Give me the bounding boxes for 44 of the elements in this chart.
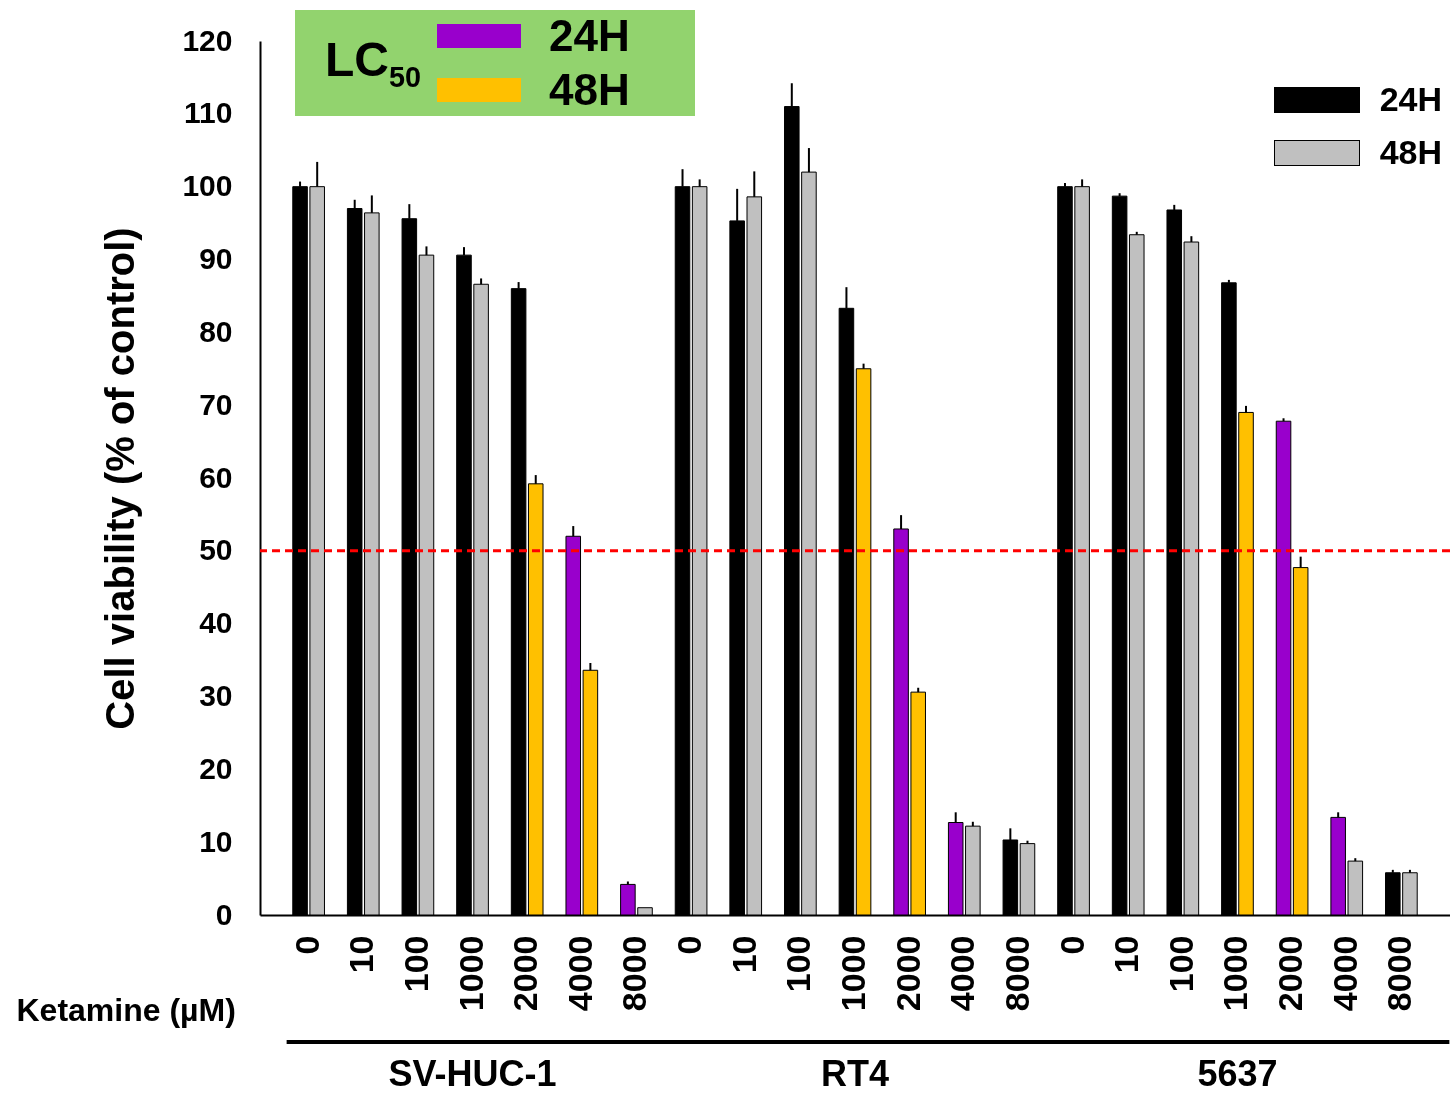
x-tick-label: 4000 [560, 935, 599, 1012]
y-tick-label: 20 [199, 751, 233, 785]
x-tick-label: 2000 [888, 935, 927, 1012]
x-tick-label: 2000 [1271, 935, 1310, 1012]
x-tick-label: 8000 [997, 935, 1036, 1012]
y-tick-label: 0 [215, 897, 233, 931]
x-tick-label: 10 [1107, 935, 1146, 974]
legend-label: 48H [1379, 133, 1442, 172]
y-tick-label: 50 [199, 533, 233, 567]
x-tick-label: 10 [724, 935, 763, 974]
x-tick-label: 8000 [1380, 935, 1419, 1012]
y-tick-label: 70 [199, 387, 233, 421]
x-tick-label: 10 [342, 935, 381, 974]
y-tick-label: 100 [182, 169, 233, 203]
x-tick-label: 8000 [615, 935, 654, 1012]
x-tick-label: 1000 [834, 935, 872, 1012]
y-tick-label: 10 [199, 824, 233, 858]
y-tick-label: 30 [199, 679, 233, 712]
legend-title: LC$_{50}$ [325, 32, 422, 94]
x-axis-title: Ketamine (µM) [16, 991, 236, 1028]
x-tick-label: 0 [287, 935, 326, 955]
x-tick-label: 100 [396, 935, 435, 993]
y-tick-label: 80 [199, 314, 233, 348]
y-axis-title: Cell viability (% of control) [98, 227, 143, 730]
y-tick-label: 60 [199, 460, 233, 494]
x-tick-label: 1000 [1216, 935, 1255, 1012]
x-tick-label: 4000 [943, 935, 982, 1012]
x-tick-label: 0 [1052, 935, 1091, 955]
x-tick-label: 0 [670, 935, 709, 955]
y-tick-label: 40 [199, 606, 233, 640]
legend-label: 24H [1379, 80, 1442, 119]
x-tick-label: 100 [779, 935, 818, 993]
x-tick-label: 100 [1161, 935, 1200, 993]
text: 5637 [1197, 1053, 1278, 1094]
x-tick-label: 2000 [506, 935, 545, 1012]
text: RT4 [820, 1053, 890, 1094]
y-tick-label: 110 [184, 96, 233, 130]
text: 48H [549, 65, 630, 114]
text: 24H [549, 11, 630, 60]
x-tick-label: 1000 [451, 935, 490, 1012]
y-tick-label: 120 [182, 23, 233, 57]
y-tick-label: 90 [199, 242, 233, 275]
text: SV-HUC-1 [388, 1053, 557, 1094]
x-tick-label: 4000 [1325, 935, 1364, 1012]
